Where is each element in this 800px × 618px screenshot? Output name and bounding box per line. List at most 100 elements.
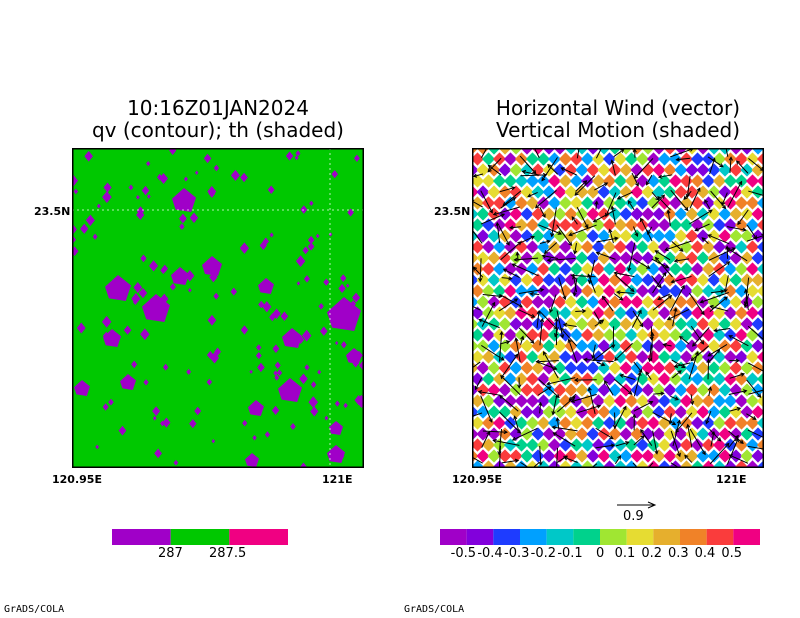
shaded-cell [751,148,764,155]
purple-spot [264,431,271,438]
shaded-cell [718,148,732,155]
wind-vector-head [550,232,555,238]
wind-vector-head [742,227,747,232]
wind-vector-head [534,204,540,209]
shaded-cell [751,295,764,309]
shaded-cell [498,148,512,155]
shaded-cell [696,317,710,331]
wind-vector [672,308,677,327]
purple-spot [169,283,176,291]
shaded-cell [751,383,764,397]
wind-vector [539,318,543,346]
shaded-cell [668,174,683,188]
shaded-cell [597,273,611,287]
shaded-cell [580,438,595,452]
purple-blob [172,188,196,212]
wind-vector [652,295,672,311]
shaded-cell [481,262,496,276]
shaded-cell [531,185,545,199]
wind-vector-head [673,307,678,312]
shaded-cell [740,317,754,331]
wind-vector-head [503,429,509,435]
wind-vector [472,228,483,244]
shaded-cell [608,295,622,309]
shaded-cell [481,394,496,408]
wind-vector-head [543,250,549,255]
purple-spot [213,292,219,300]
wind-vector [478,319,500,329]
wind-vector [633,435,645,446]
wind-vector-head [571,216,576,221]
shaded-cell [492,284,507,298]
shaded-cell [542,449,556,463]
shaded-cell [652,317,666,331]
shaded-cell [492,174,507,188]
wind-vector-head [551,411,556,416]
shaded-cell [674,185,688,199]
wind-vector [520,236,535,244]
wind-vector [645,371,652,380]
wind-vector [747,362,764,373]
shaded-cell [503,372,518,386]
shaded-cell [509,361,523,375]
wind-vector [503,268,520,279]
shaded-cell [472,328,485,342]
shaded-cell [608,185,622,199]
shaded-cell [569,416,584,430]
wind-vector-head [711,430,716,436]
shaded-cell [520,273,534,287]
shaded-cell [602,438,617,452]
shaded-cell [745,284,760,298]
wind-vector [475,377,483,390]
wind-vector [614,455,621,465]
wind-vector-head [719,163,724,168]
shaded-cell [729,163,743,177]
shaded-cell [729,251,743,265]
wind-vector [727,226,746,231]
wind-vector [535,190,557,209]
shaded-cell [630,163,644,177]
shaded-cell [674,251,688,265]
shaded-cell [481,152,496,166]
wind-vector [651,275,662,288]
shaded-cell [690,240,705,254]
wind-vector [687,424,693,448]
wind-vector-head [562,322,568,327]
purple-spot [206,378,213,386]
wind-vector [499,294,523,308]
wind-vector [576,405,601,414]
shaded-cell [514,152,529,166]
wind-vector [481,431,491,448]
shaded-cell [685,405,699,419]
shaded-cell [569,240,584,254]
right-colorbar-swatch [493,529,520,545]
wind-vector-head [511,436,517,441]
shaded-cell [586,317,600,331]
shaded-cell [707,317,721,331]
shaded-cell [542,185,556,199]
shaded-cell [492,328,507,342]
shaded-cell [492,152,507,166]
left-colorbar-label-287-5: 287.5 [209,546,247,561]
shaded-cell [718,185,732,199]
shaded-cell [575,405,589,419]
wind-vector-head [547,386,552,391]
shaded-cell [635,328,650,342]
shaded-cell [608,361,622,375]
shaded-cell [580,262,595,276]
right-footer: GrADS/COLA [404,604,465,615]
purple-spot [161,264,169,273]
shaded-cell [472,306,485,320]
wind-vector [671,370,682,379]
shaded-cell [657,328,672,342]
shaded-cell [498,317,512,331]
shaded-cell [591,328,606,342]
shaded-cell [602,394,617,408]
wind-vector-head [699,299,705,304]
shaded-cell [520,427,534,441]
shaded-cell [487,273,501,287]
wind-vector [498,298,518,312]
wind-vector-head [502,268,508,273]
wind-vector [651,194,665,209]
wind-vector-head [487,168,492,173]
